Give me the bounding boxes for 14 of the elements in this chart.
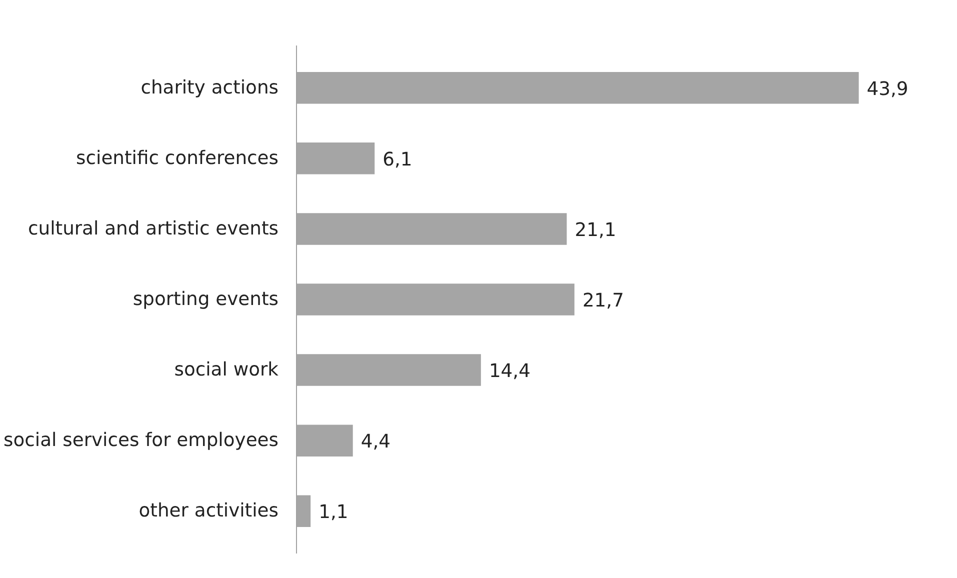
data-label: 43,9: [866, 78, 908, 100]
y-tick-label: social services for employees: [4, 430, 279, 452]
data-label: 14,4: [488, 361, 530, 382]
y-tick-label: sporting events: [132, 289, 279, 310]
y-tick-label: charity actions: [140, 77, 279, 98]
data-label: 1,1: [318, 502, 348, 524]
y-tick-label: cultural and artistic events: [28, 218, 279, 240]
data-label: 21,7: [582, 290, 624, 312]
y-tick-label: other activities: [138, 500, 279, 522]
data-label: 4,4: [360, 432, 391, 453]
data-label: 21,1: [574, 220, 616, 241]
y-tick-label: social work: [174, 360, 279, 381]
data-label: 6,1: [382, 149, 412, 170]
y-tick-label: scientific conferences: [76, 148, 279, 169]
